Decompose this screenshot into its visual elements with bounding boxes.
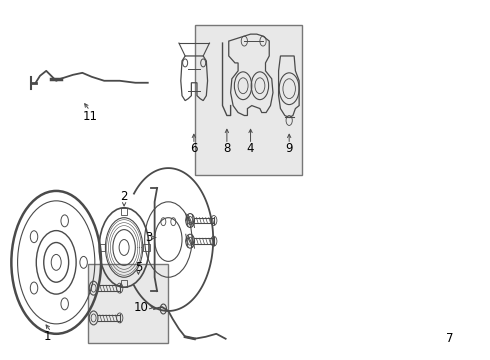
Bar — [460, 193, 480, 199]
Bar — [98, 244, 105, 251]
Text: 5: 5 — [135, 261, 142, 274]
Bar — [415, 112, 440, 187]
Bar — [88, 264, 168, 342]
Bar — [417, 192, 438, 198]
Text: 8: 8 — [223, 142, 231, 155]
Text: 3: 3 — [146, 231, 153, 244]
Text: 9: 9 — [285, 142, 293, 155]
Bar — [417, 100, 438, 107]
Bar — [144, 244, 149, 251]
Text: 11: 11 — [82, 110, 98, 123]
Text: 10: 10 — [134, 301, 149, 314]
Bar — [413, 105, 442, 193]
Bar — [121, 280, 127, 287]
Bar — [121, 208, 127, 215]
Text: 4: 4 — [247, 142, 254, 155]
Bar — [455, 113, 485, 194]
Bar — [460, 108, 480, 113]
Text: 2: 2 — [121, 190, 128, 203]
Text: 1: 1 — [44, 330, 51, 343]
Bar — [457, 118, 482, 188]
Bar — [195, 24, 302, 175]
Text: 6: 6 — [190, 142, 197, 155]
Text: 7: 7 — [446, 332, 454, 345]
